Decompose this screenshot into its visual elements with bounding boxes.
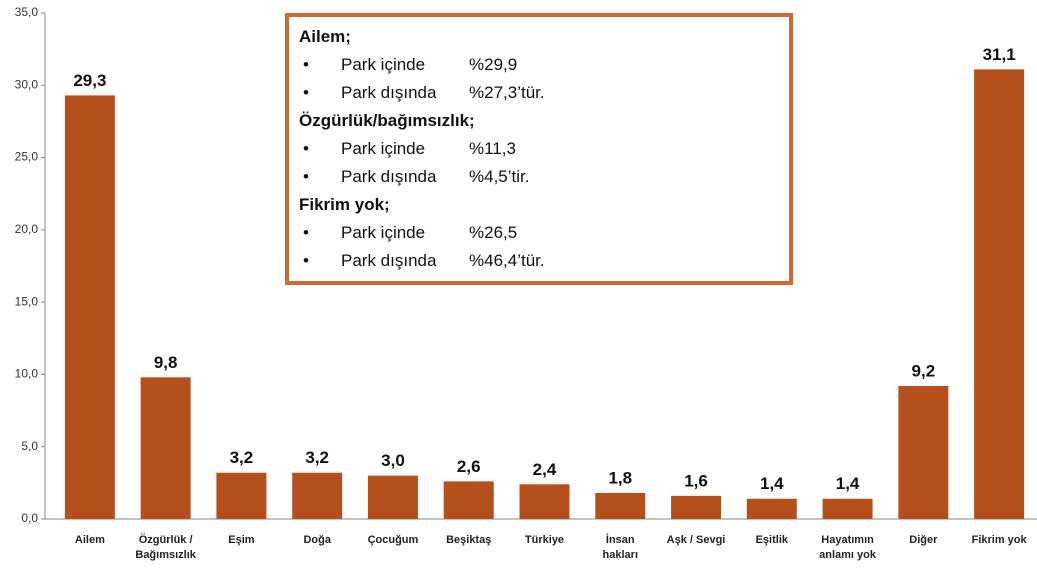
annotation-heading: Fikrim yok; <box>299 195 390 214</box>
annotation-item: • Park içinde %29,9 <box>299 51 779 79</box>
bullet: • <box>303 223 309 242</box>
bullet: • <box>303 139 309 158</box>
x-tick-label: Beşiktaş <box>446 534 492 546</box>
bullet: • <box>303 83 309 102</box>
bullet: • <box>303 251 309 270</box>
bar <box>746 498 797 519</box>
value-label: 2,6 <box>457 457 481 476</box>
item-label: Park içinde <box>341 139 426 158</box>
value-label: 1,4 <box>836 474 860 493</box>
value-label: 3,0 <box>381 451 405 470</box>
y-tick-label: 5,0 <box>21 439 38 453</box>
bar <box>64 95 115 520</box>
bar <box>822 498 873 519</box>
item-label: Park dışında <box>341 251 437 270</box>
y-tick-label: 25,0 <box>15 150 39 164</box>
x-tick-label: Ailem <box>74 534 105 546</box>
x-tick-label: İnsan hakları <box>602 534 638 561</box>
value-label: 2,4 <box>533 460 557 479</box>
item-value: %29,9 <box>469 55 518 74</box>
value-label: 29,3 <box>73 71 106 90</box>
x-tick-label: Doğa <box>303 534 331 546</box>
value-label: 1,6 <box>684 471 708 490</box>
x-tick-label: Diğer <box>909 534 938 546</box>
x-tick-label: Aşk / Sevgi <box>666 534 726 546</box>
y-tick-label: 30,0 <box>15 77 39 91</box>
value-label: 31,1 <box>983 45 1016 64</box>
bullet: • <box>303 167 309 186</box>
annotation-item: • Park içinde %26,5 <box>299 219 779 247</box>
annotation-item: • Park içinde %11,3 <box>299 135 779 163</box>
bar <box>595 492 646 519</box>
bar <box>443 481 494 519</box>
x-tick-label: Özgürlük / Bağımsızlık <box>135 534 196 561</box>
bar <box>367 475 418 519</box>
value-label: 9,2 <box>912 361 936 380</box>
item-label: Park içinde <box>341 223 426 242</box>
annotation-box: Ailem; • Park içinde %29,9 • Park dışında %27,… <box>285 13 793 285</box>
y-tick-label: 20,0 <box>15 222 39 236</box>
item-value: %11,3 <box>469 139 516 158</box>
y-tick-label: 10,0 <box>15 367 39 381</box>
annotation-heading: Özgürlük/bağımsızlık; <box>299 111 475 130</box>
bar <box>140 377 191 519</box>
annotation-item: • Park dışında %27,3’tür. <box>299 79 779 107</box>
annotation-heading: Ailem; <box>299 27 351 46</box>
x-tick-label: Eşim <box>228 534 255 546</box>
bar <box>898 385 949 519</box>
value-label: 1,8 <box>608 468 632 487</box>
item-value: %4,5’tir. <box>469 167 530 186</box>
annotation-item: • Park dışında %4,5’tir. <box>299 163 779 191</box>
bullet: • <box>303 55 309 74</box>
bar <box>671 495 722 519</box>
bar <box>216 472 267 519</box>
x-tick-label: Türkiye <box>524 534 565 546</box>
item-label: Park dışında <box>341 83 437 102</box>
item-label: Park dışında <box>341 167 437 186</box>
value-label: 3,2 <box>230 448 254 467</box>
y-tick-label: 15,0 <box>15 294 39 308</box>
y-tick-label: 0,0 <box>21 511 38 525</box>
x-tick-label: Hayatımın anlamı yok <box>819 534 876 561</box>
item-value: %26,5 <box>469 223 518 242</box>
x-tick-label: Eşitlik <box>755 534 788 546</box>
item-label: Park içinde <box>341 55 426 74</box>
x-tick-label: Fikrim yok <box>971 534 1027 546</box>
item-value: %27,3’tür. <box>469 83 545 102</box>
bar <box>974 69 1025 519</box>
bar <box>519 484 570 519</box>
value-label: 9,8 <box>154 353 178 372</box>
y-tick-label: 35,0 <box>15 5 39 19</box>
value-label: 3,2 <box>305 448 329 467</box>
item-value: %46,4’tür. <box>469 251 545 270</box>
annotation-item: • Park dışında %46,4’tür. <box>299 247 779 275</box>
bar <box>292 472 343 519</box>
x-tick-label: Çocuğum <box>367 534 419 546</box>
value-label: 1,4 <box>760 474 784 493</box>
